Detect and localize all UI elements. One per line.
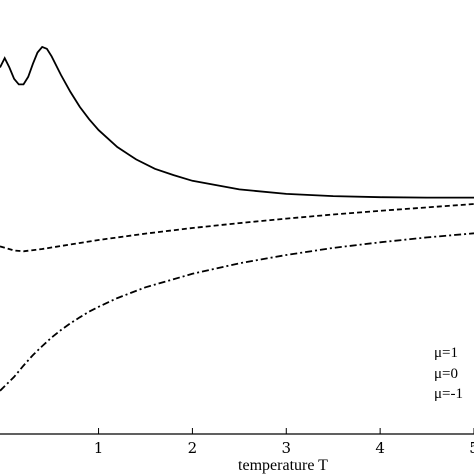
x-tick-label: 3 — [282, 439, 292, 457]
x-tick-label: 5 — [469, 439, 474, 457]
series-layer — [0, 45, 474, 392]
legend: μ=1 μ=0 μ=-1 — [434, 345, 463, 402]
x-ticks: 1 2 3 4 5 — [94, 428, 474, 457]
legend-entry: μ=1 — [434, 345, 458, 361]
series-line-2 — [0, 232, 474, 392]
legend-entry: μ=0 — [434, 366, 458, 382]
series-line-1 — [0, 203, 474, 253]
x-tick-label: 1 — [94, 439, 104, 457]
x-tick-label: 4 — [375, 439, 385, 457]
series-line-0 — [0, 45, 474, 199]
x-tick-label: 2 — [188, 439, 198, 457]
legend-entry: μ=-1 — [434, 386, 463, 402]
x-axis-title: temperature T — [238, 457, 328, 474]
